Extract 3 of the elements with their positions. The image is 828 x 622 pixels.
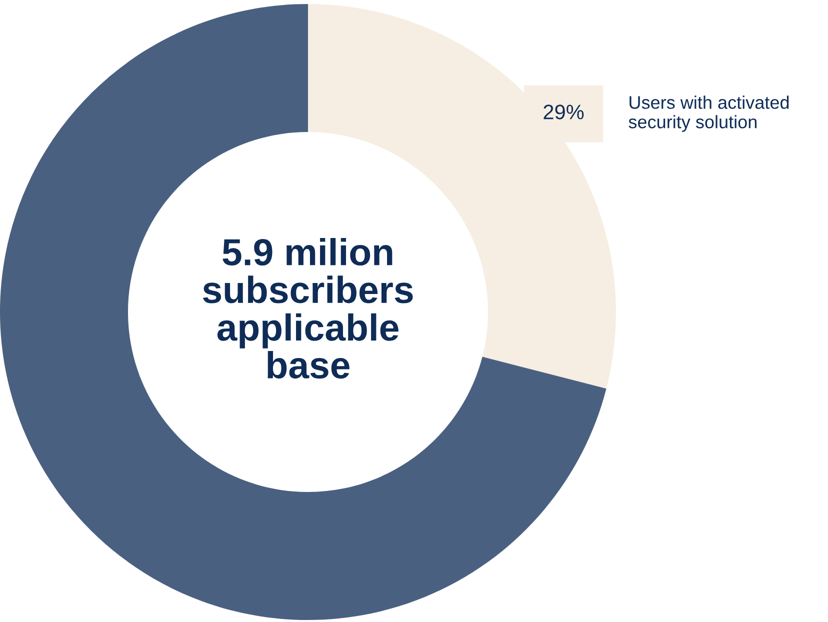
data-label: 29% [544,104,584,120]
text: 5.9 milion subscribers applicable base [203,238,413,379]
slice-label: Users with activated security solution [628,96,789,132]
